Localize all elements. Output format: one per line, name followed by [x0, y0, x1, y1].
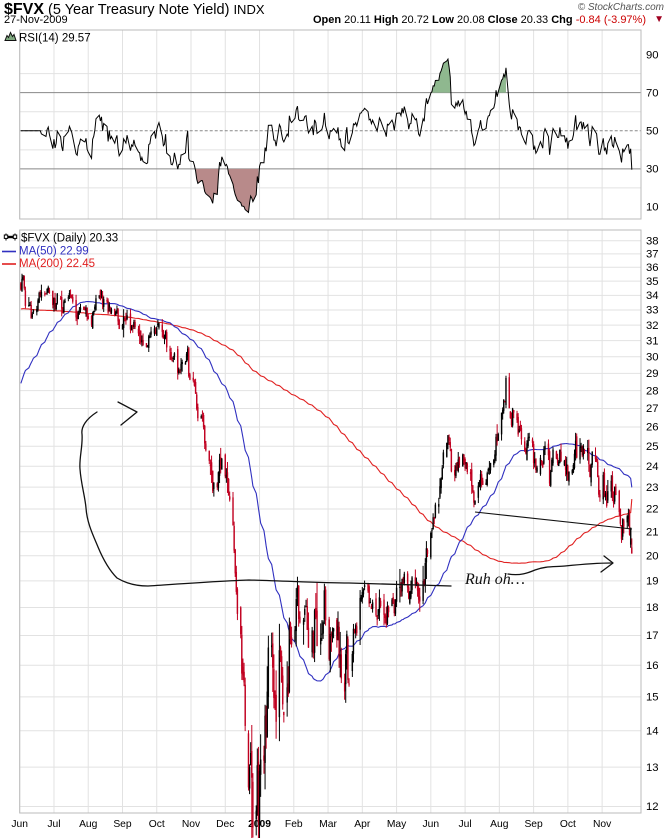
svg-text:34: 34	[646, 290, 659, 302]
svg-text:70: 70	[646, 87, 659, 99]
svg-text:Oct: Oct	[560, 819, 576, 830]
svg-text:Jun: Jun	[423, 819, 440, 830]
svg-text:Apr: Apr	[354, 819, 371, 830]
svg-text:36: 36	[646, 262, 659, 274]
svg-text:Jun: Jun	[11, 819, 28, 830]
svg-text:25: 25	[646, 441, 659, 453]
svg-text:Ruh oh…: Ruh oh…	[464, 571, 525, 588]
svg-text:$FVX (Daily) 20.33: $FVX (Daily) 20.33	[21, 232, 118, 244]
svg-text:30: 30	[646, 164, 659, 176]
svg-text:33: 33	[646, 305, 659, 317]
svg-text:50: 50	[646, 125, 659, 137]
svg-text:30: 30	[646, 351, 659, 363]
svg-text:13: 13	[646, 762, 659, 774]
svg-text:15: 15	[646, 692, 659, 704]
svg-text:14: 14	[646, 725, 659, 737]
svg-text:28: 28	[646, 385, 659, 397]
svg-text:Jul: Jul	[459, 819, 472, 830]
svg-text:90: 90	[646, 49, 659, 61]
svg-text:MA(50) 22.99: MA(50) 22.99	[19, 246, 89, 258]
svg-text:17: 17	[646, 630, 659, 642]
svg-text:35: 35	[646, 276, 659, 288]
svg-text:37: 37	[646, 249, 659, 261]
svg-text:16: 16	[646, 660, 659, 672]
svg-text:26: 26	[646, 422, 659, 434]
svg-text:Sep: Sep	[524, 819, 543, 830]
svg-text:38: 38	[646, 235, 659, 247]
svg-text:Sep: Sep	[113, 819, 132, 830]
svg-text:23: 23	[646, 482, 659, 494]
svg-text:21: 21	[646, 527, 659, 539]
svg-text:31: 31	[646, 335, 659, 347]
svg-text:18: 18	[646, 602, 659, 614]
svg-text:27: 27	[646, 403, 659, 415]
svg-text:Nov: Nov	[182, 819, 201, 830]
svg-text:Nov: Nov	[593, 819, 612, 830]
svg-text:22: 22	[646, 504, 659, 516]
svg-text:May: May	[387, 819, 407, 830]
svg-text:Oct: Oct	[149, 819, 165, 830]
svg-text:20: 20	[646, 550, 659, 562]
svg-text:29: 29	[646, 368, 659, 380]
svg-text:24: 24	[646, 461, 659, 473]
svg-text:MA(200) 22.45: MA(200) 22.45	[19, 258, 95, 270]
svg-text:Jul: Jul	[47, 819, 60, 830]
svg-text:32: 32	[646, 320, 659, 332]
svg-text:Aug: Aug	[490, 819, 509, 830]
svg-text:Aug: Aug	[79, 819, 98, 830]
svg-text:19: 19	[646, 576, 659, 588]
svg-text:RSI(14) 29.57: RSI(14) 29.57	[19, 32, 91, 44]
svg-text:Mar: Mar	[319, 819, 337, 830]
svg-text:Dec: Dec	[216, 819, 234, 830]
svg-text:Feb: Feb	[285, 819, 303, 830]
svg-text:10: 10	[646, 202, 659, 214]
svg-text:12: 12	[646, 801, 659, 813]
